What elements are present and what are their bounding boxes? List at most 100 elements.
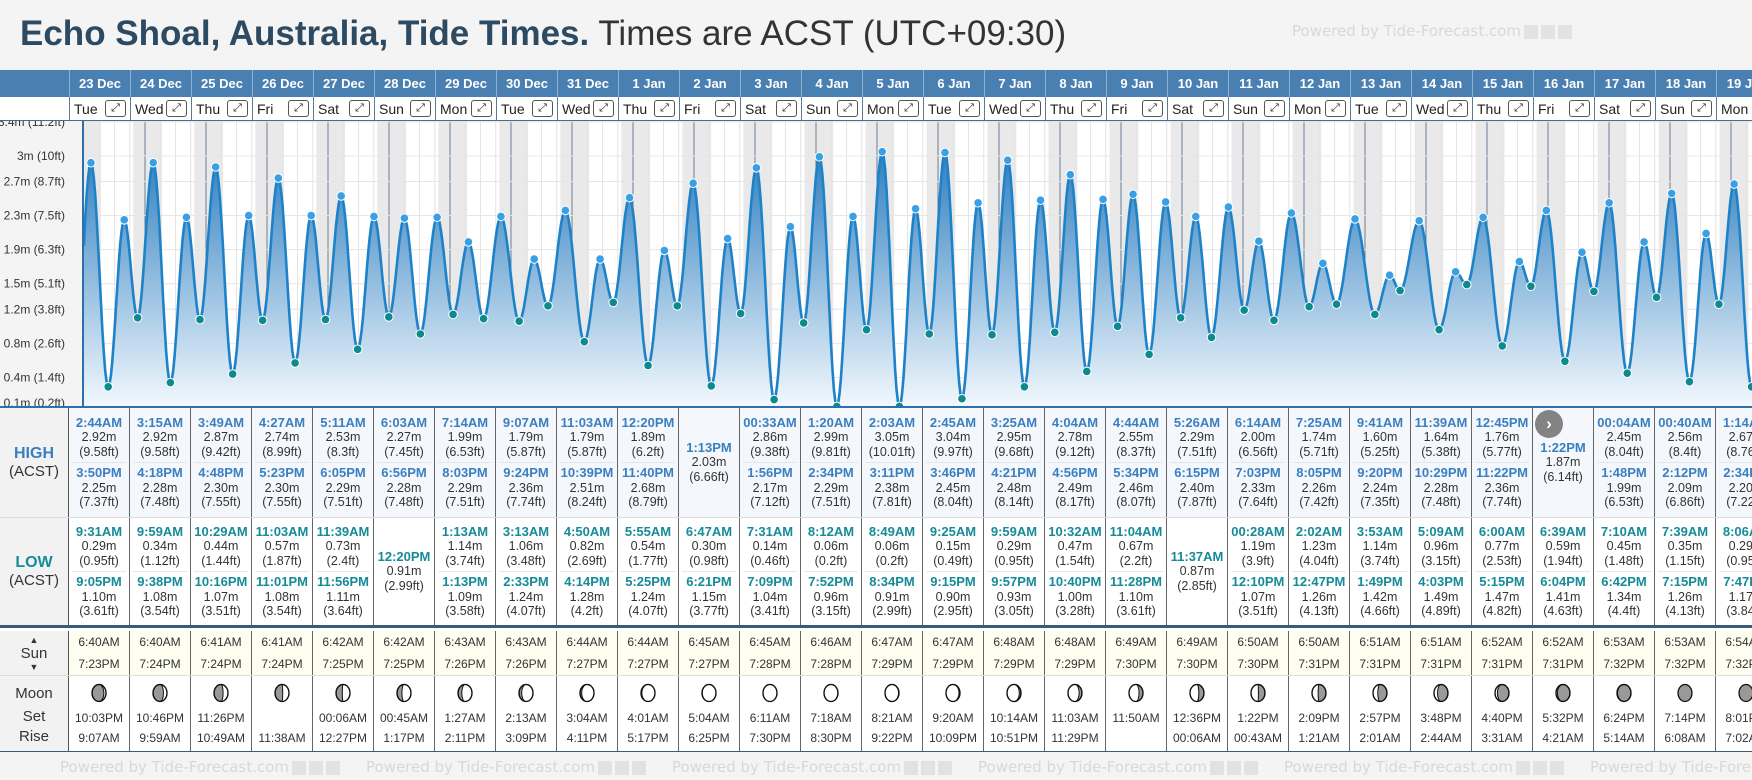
moon-phase-icon [1250,683,1266,703]
expand-day-icon[interactable]: ⤢ [227,100,248,117]
high-tide-cell: 7:25AM 1.74m (5.71ft) 8:05PM 2.26m (7.42ft) [1289,408,1350,517]
expand-day-icon[interactable]: ⤢ [166,100,187,117]
high-tide-time: 00:04AM [1597,414,1651,430]
sunset-time: 7:31PM [1542,657,1584,671]
expand-day-icon[interactable]: ⤢ [349,100,370,117]
high-tide-entry: 5:34PM 2.46m (8.07ft) [1109,462,1163,513]
high-tide-entry: 6:03AM 2.27m (7.45ft) [377,413,431,463]
high-tide-point [1450,266,1461,277]
sun-cell: 6:40AM 7:23PM [69,631,130,675]
expand-day-icon[interactable]: ⤢ [1020,100,1041,117]
low-tide-point [1684,376,1695,387]
expand-day-icon[interactable]: ⤢ [654,100,675,117]
low-tide-point [543,301,553,311]
expand-day-icon[interactable]: ⤢ [1325,100,1346,117]
high-tide-point [529,254,539,264]
weekday-cell: Mon⤢ [1716,97,1752,120]
low-tide-entry: 5:55AM 0.54m (1.77ft) [621,522,675,572]
expand-day-icon[interactable]: ⤢ [1569,100,1590,117]
moon-cell: 10:46PM 9:59AM [130,676,191,751]
expand-day-icon[interactable]: ⤢ [715,100,736,117]
high-tide-point [336,191,346,201]
low-tide-entry: 8:12AM 0.06m (0.2ft) [804,522,858,572]
high-tide-height-ft: (7.55ft) [201,495,241,509]
low-tide-time: 11:56PM [316,574,370,589]
high-tide-height-m: 1.76m [1484,430,1520,444]
moonset-time: 2:57PM [1359,711,1401,725]
expand-day-icon[interactable]: ⤢ [1447,100,1468,117]
high-tide-height-m: 2.56m [1667,430,1703,444]
low-tide-height-m: 1.11m [326,589,360,604]
high-tide-entry: 3:50PM 2.25m (7.37ft) [72,462,126,513]
expand-day-icon[interactable]: ⤢ [288,100,309,117]
expand-day-icon[interactable]: ⤢ [105,100,126,117]
expand-day-icon[interactable]: ⤢ [1691,100,1712,117]
low-tide-cell: 7:31AM 0.14m (0.46ft) 7:09PM 1.04m (3.41ft) [740,518,801,625]
sun-cell: 6:48AM 7:29PM [984,631,1045,675]
high-tide-height-m: 2.26m [1301,480,1337,495]
high-tide-entry: 10:39PM 2.51m (8.24ft) [560,462,614,513]
expand-day-icon[interactable]: ⤢ [1386,100,1407,117]
sun-cell: 6:52AM 7:31PM [1533,631,1594,675]
expand-day-icon[interactable]: ⤢ [593,100,614,117]
expand-day-icon[interactable]: ⤢ [1081,100,1102,117]
moon-cell: 11:50AM [1106,676,1167,751]
low-tide-height-ft: (3.28ft) [1055,604,1095,618]
expand-day-icon[interactable]: ⤢ [471,100,492,117]
weekday-cell: Thu ⤢ [191,97,252,120]
moon-cell: 2:09PM 1:21AM [1289,676,1350,751]
high-tide-cell: 11:03AM 1.79m (5.87ft) 10:39PM 2.51m (8.24ft) [557,408,618,517]
low-tide-height-ft: (4.07ft) [506,604,546,618]
expand-day-icon[interactable]: ⤢ [959,100,980,117]
expand-day-icon[interactable]: ⤢ [1630,100,1651,117]
scroll-next-button[interactable]: › [1535,410,1563,438]
low-tide-height-m: 1.47m [1484,589,1520,604]
expand-day-icon[interactable]: ⤢ [1203,100,1224,117]
low-tide-entry: 00:28AM 1.19m (3.9ft) [1231,522,1285,572]
moon-cell: 1:22PM 00:43AM [1228,676,1289,751]
low-tide-time: 9:25AM [929,523,977,539]
expand-day-icon[interactable]: ⤢ [837,100,858,117]
low-tide-height-ft: (3.84ft) [1726,604,1752,618]
low-tide-height-m: 0.82m [569,539,605,553]
low-tide-height-m: 0.29m [1728,539,1752,553]
expand-day-icon[interactable]: ⤢ [1264,100,1285,117]
high-tide-height-m: 1.60m [1362,430,1398,444]
low-tide-cell: 9:59AM 0.29m (0.95ft) 9:57PM 0.93m (3.05ft) [984,518,1045,625]
high-tide-point [595,254,605,264]
low-tide-time: 9:15PM [930,574,976,589]
weekday-label: Wed [989,101,1018,117]
low-tide-cell: 00:28AM 1.19m (3.9ft) 12:10PM 1.07m (3.51ft) [1228,518,1289,625]
moonset-time: 12:36PM [1172,711,1222,725]
expand-day-icon[interactable]: ⤢ [776,100,797,117]
sunset-time: 7:32PM [1725,657,1752,671]
low-tide-height-ft: (4.82ft) [1482,604,1522,618]
high-tide-cell: 5:11AM 2.53m (8.3ft) 6:05PM 2.29m (7.51ft) [313,408,374,517]
sun-cell: 6:44AM 7:27PM [557,631,618,675]
low-tide-time: 8:12AM [807,523,855,539]
high-tide-height-ft: (6.14ft) [1543,469,1583,484]
high-tide-time: 1:22PM [1540,439,1586,455]
date-header: 26 Dec [252,70,313,97]
expand-day-icon[interactable]: ⤢ [1508,100,1529,117]
weekday-label: Sat [318,101,340,117]
low-tide-height-m: 1.07m [1240,589,1276,604]
high-tide-height-m: 2.55m [1118,430,1154,444]
high-tide-point [148,157,159,168]
expand-day-icon[interactable]: ⤢ [410,100,431,117]
expand-day-icon[interactable]: ⤢ [1142,100,1163,117]
high-tide-height-ft: (7.74ft) [1482,495,1522,509]
high-tide-height-ft: (8.3ft) [326,444,360,459]
high-tide-height-ft: (8.04ft) [933,495,973,509]
expand-day-icon[interactable]: ⤢ [898,100,919,117]
high-tide-time: 10:29PM [1414,465,1468,480]
high-tide-height-ft: (9.97ft) [933,444,973,459]
powered-by-watermark[interactable]: Powered by Tide-Forecast.com [1292,22,1573,40]
moon-phase-icon [1738,683,1752,703]
sunrise-time: 6:43AM [444,635,486,649]
expand-day-icon[interactable]: ⤢ [532,100,553,117]
moonrise-time: 3:31AM [1481,731,1523,745]
low-tide-time: 6:39AM [1539,523,1587,539]
high-tide-time: 1:14AM [1722,414,1752,430]
low-tide-height-ft: (4.63ft) [1543,604,1583,618]
